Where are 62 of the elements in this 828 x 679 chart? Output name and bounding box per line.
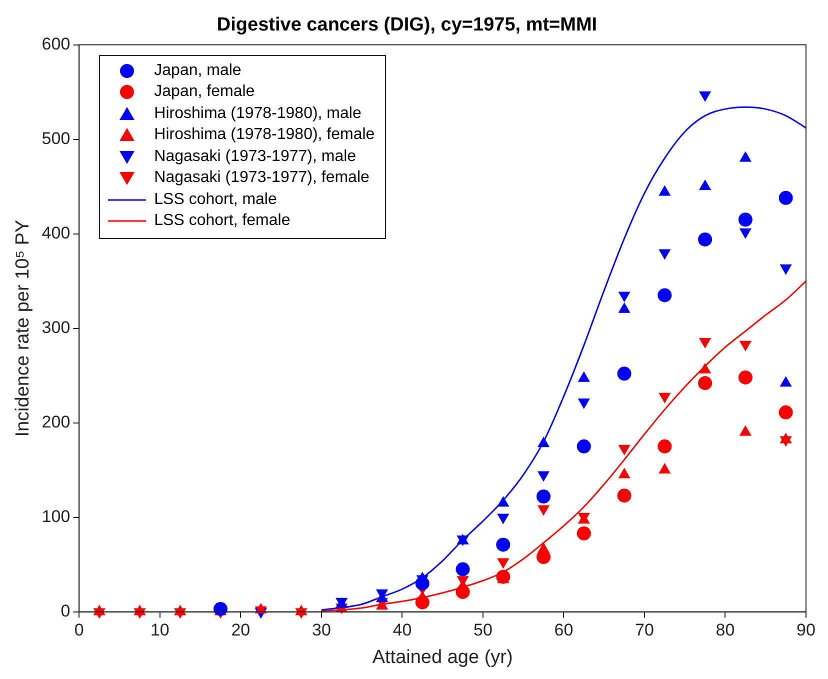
point bbox=[618, 468, 630, 478]
point bbox=[93, 604, 106, 616]
y-tick-label: 100 bbox=[42, 506, 70, 526]
line-series bbox=[320, 280, 807, 612]
x-tick-label: 90 bbox=[796, 620, 816, 640]
legend-label: Hiroshima (1978-1980), male bbox=[154, 104, 362, 123]
point bbox=[698, 376, 712, 390]
y-tick-label: 0 bbox=[60, 601, 70, 620]
y-tick-label: 500 bbox=[42, 128, 70, 148]
point bbox=[778, 190, 793, 205]
point bbox=[415, 576, 430, 590]
point bbox=[497, 496, 510, 507]
point bbox=[780, 376, 792, 387]
point bbox=[537, 436, 550, 448]
point bbox=[617, 366, 632, 381]
point bbox=[576, 439, 591, 454]
x-tick-label: 50 bbox=[474, 620, 492, 640]
x-tick-label: 10 bbox=[150, 620, 170, 640]
line-series bbox=[320, 106, 807, 611]
legend-label: Nagasaki (1973-1977), male bbox=[154, 148, 356, 166]
x-axis-title: Attained age (yr) bbox=[372, 646, 513, 668]
point bbox=[698, 91, 712, 102]
legend-label: LSS cohort, male bbox=[154, 190, 277, 209]
point bbox=[295, 604, 308, 616]
point bbox=[456, 562, 470, 576]
point bbox=[698, 232, 712, 246]
point bbox=[134, 604, 146, 616]
point bbox=[738, 370, 752, 384]
point bbox=[536, 490, 551, 504]
y-tick-label: 400 bbox=[42, 223, 70, 242]
point bbox=[780, 432, 792, 444]
point bbox=[739, 425, 752, 436]
x-tick-label: 0 bbox=[74, 620, 84, 640]
point bbox=[738, 212, 752, 227]
y-tick-label: 300 bbox=[42, 318, 70, 337]
point bbox=[617, 488, 632, 503]
point bbox=[658, 463, 671, 474]
chart-title: Digestive cancers (DIG), cy=1975, mt=MMI bbox=[216, 14, 598, 36]
x-tick-label: 30 bbox=[312, 620, 331, 640]
x-tick-label: 70 bbox=[635, 620, 654, 640]
y-tick-label: 200 bbox=[42, 412, 70, 432]
point bbox=[174, 604, 186, 616]
point bbox=[496, 570, 510, 584]
x-tick-label: 40 bbox=[392, 620, 412, 640]
legend-label: LSS cohort, female bbox=[154, 212, 290, 230]
legend-label: Hiroshima (1978-1980), female bbox=[154, 126, 375, 144]
point bbox=[415, 595, 430, 610]
point bbox=[658, 439, 672, 454]
point bbox=[739, 228, 752, 239]
point bbox=[778, 405, 793, 420]
point bbox=[576, 526, 591, 540]
point bbox=[496, 538, 510, 552]
x-tick-label: 60 bbox=[554, 620, 574, 640]
y-axis-title: Incidence rate per 10⁵ PY bbox=[12, 219, 34, 437]
point bbox=[456, 584, 470, 599]
y-tick-label: 600 bbox=[42, 34, 70, 54]
x-tick-label: 20 bbox=[231, 620, 250, 640]
legend-label: Japan, female bbox=[154, 83, 255, 102]
x-tick-label: 80 bbox=[716, 620, 735, 640]
point bbox=[658, 288, 672, 302]
legend-label: Nagasaki (1973-1977), female bbox=[154, 169, 370, 188]
legend-label: Japan, male bbox=[154, 62, 242, 80]
